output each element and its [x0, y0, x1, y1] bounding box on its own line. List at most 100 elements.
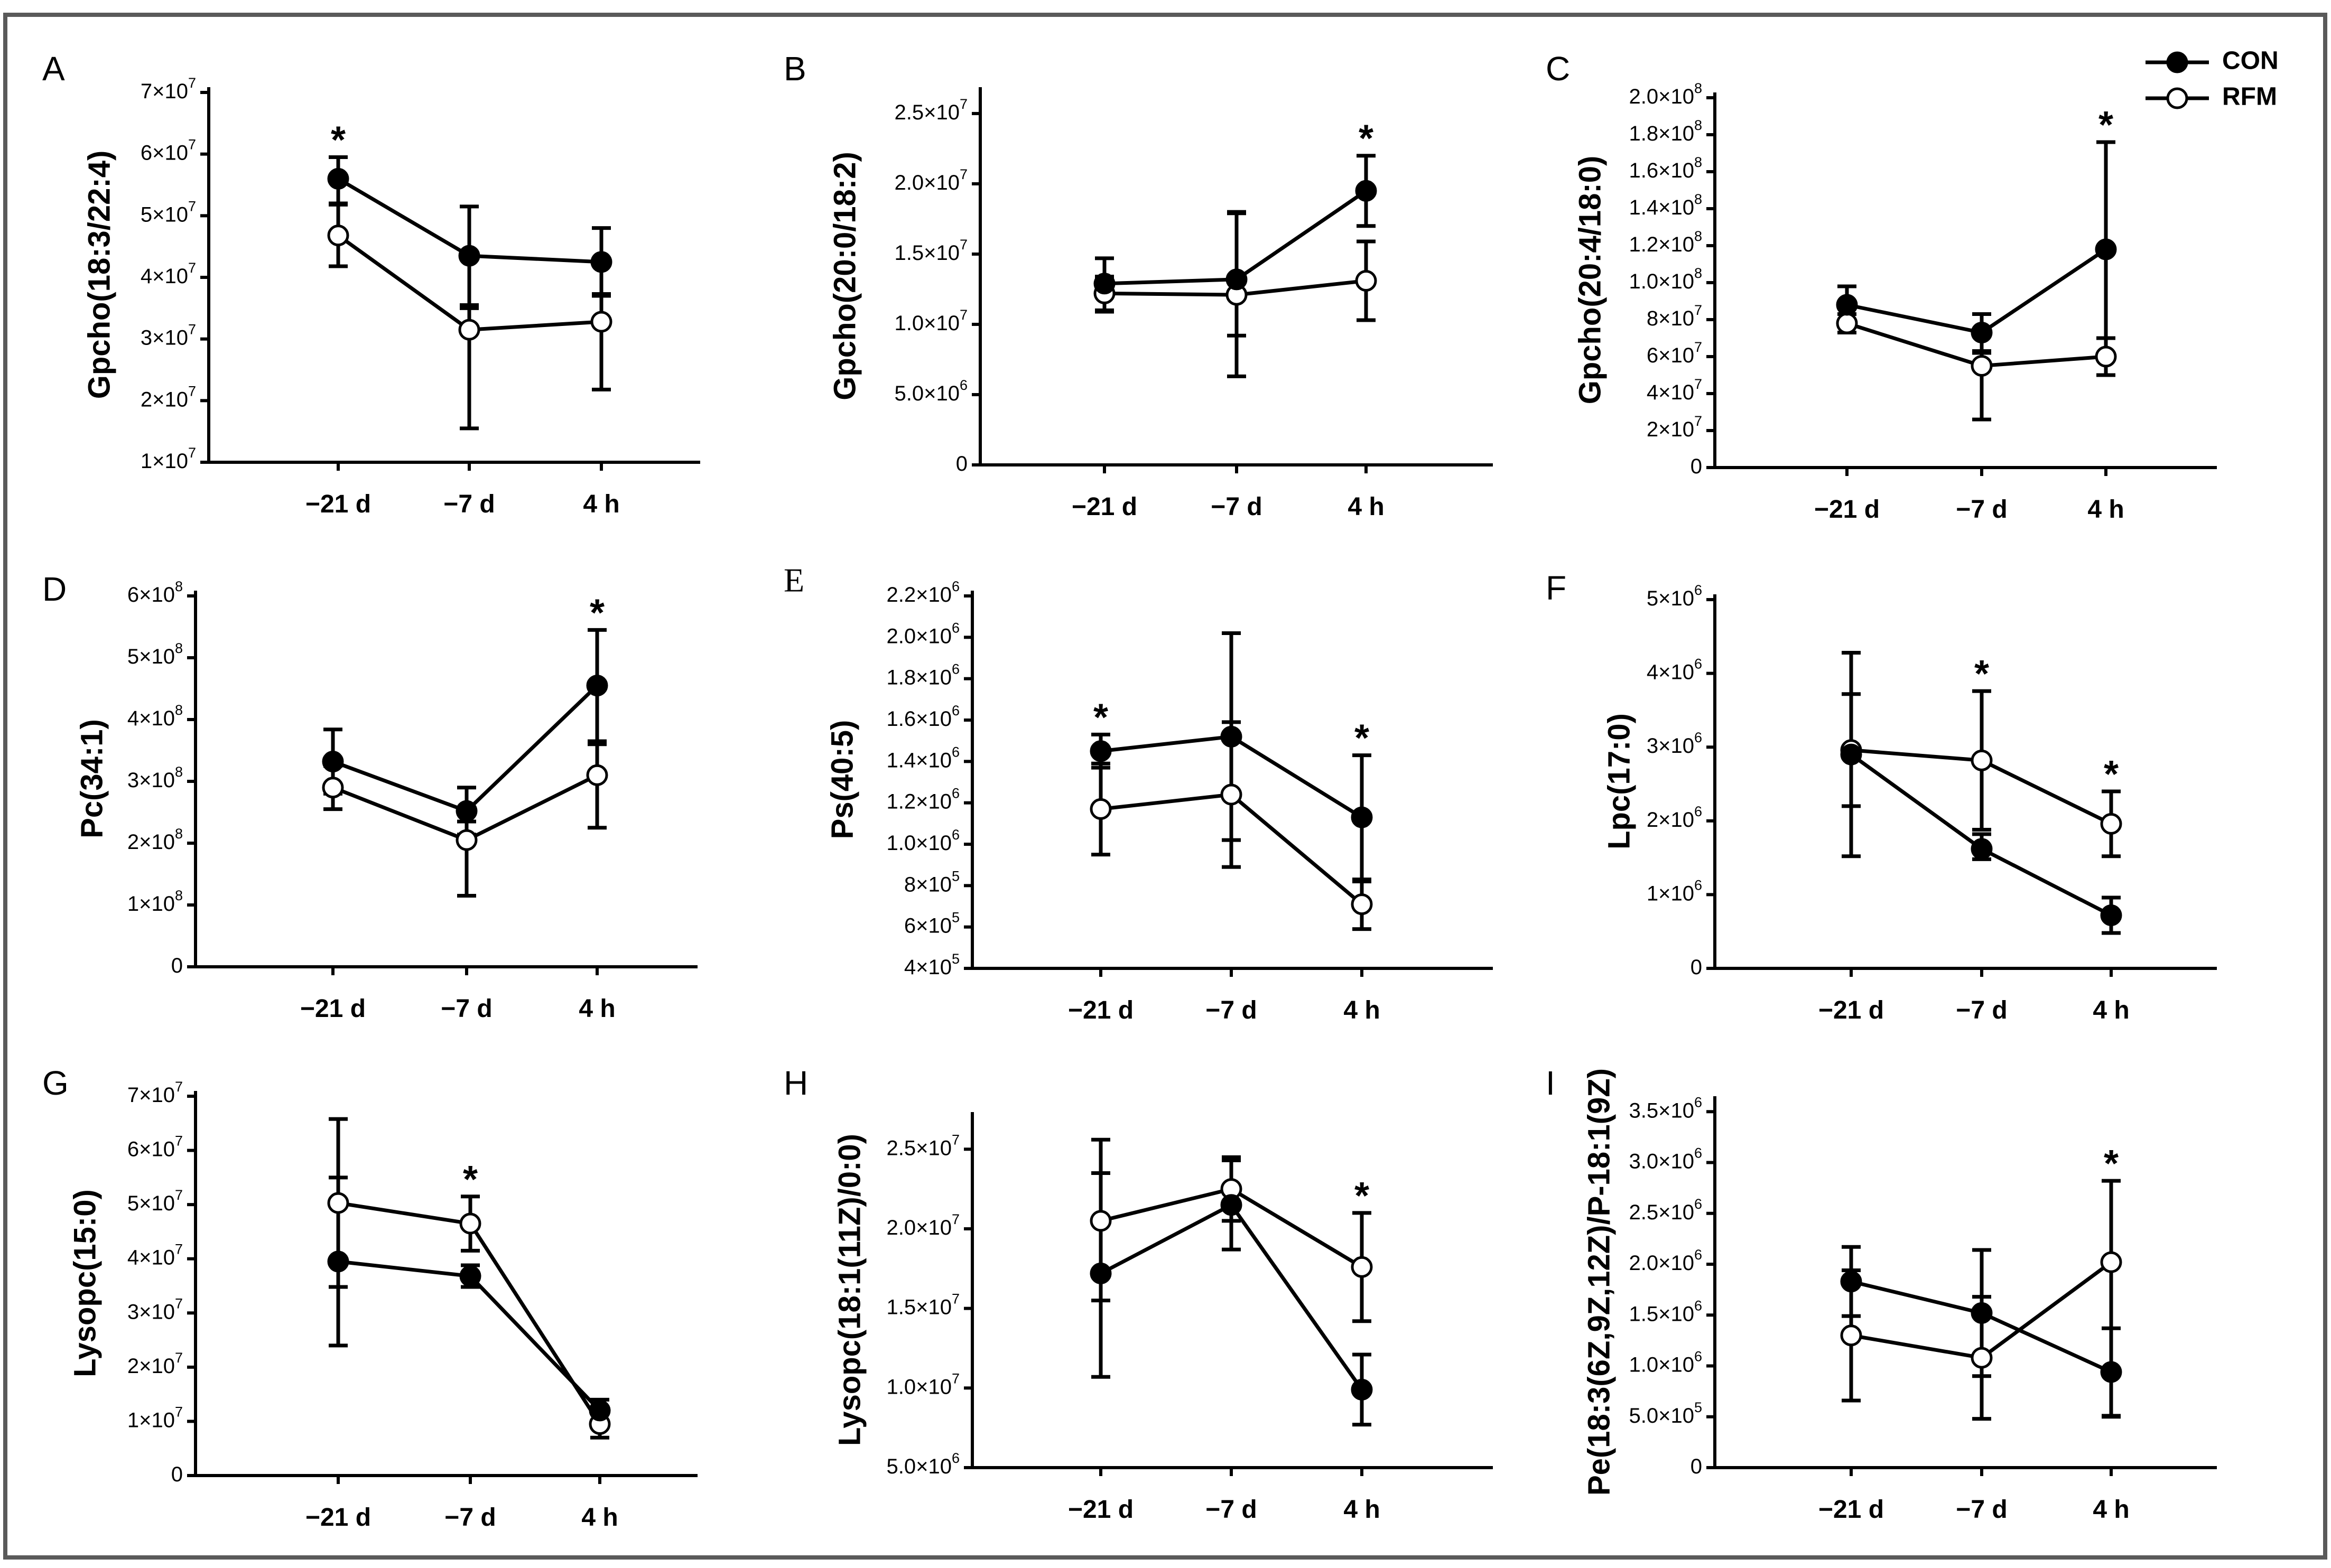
significance-star: *	[331, 119, 346, 162]
y-tick-label: 0	[171, 1463, 183, 1486]
x-tick-label: 4 h	[2093, 996, 2129, 1024]
y-tick-label: 6×105	[904, 910, 960, 937]
y-tick-label: 1.6×106	[887, 703, 960, 730]
legend-marker	[2166, 51, 2188, 73]
data-point-rfm	[1220, 783, 1242, 806]
significance-star: *	[2098, 104, 2113, 146]
significance-star: *	[2104, 1143, 2119, 1185]
data-point-con	[1971, 838, 1993, 860]
panel-label: H	[784, 1064, 808, 1102]
significance-star: *	[1093, 696, 1108, 739]
y-tick-label: 2.5×107	[895, 96, 968, 124]
data-point-rfm	[322, 777, 344, 799]
series-con	[329, 155, 611, 310]
series-con	[1091, 1137, 1371, 1427]
data-point-con	[589, 1399, 611, 1422]
y-tick-label: 1.2×106	[887, 786, 960, 813]
y-axis-title: Lysopc(15:0)	[68, 1189, 102, 1377]
legend-label: RFM	[2222, 83, 2277, 111]
y-tick-label: 2.5×107	[887, 1132, 960, 1159]
data-point-rfm	[586, 764, 608, 786]
y-tick-label: 0	[1691, 956, 1702, 979]
data-point-con	[1355, 180, 1377, 202]
y-tick-label: 4×106	[1647, 656, 1702, 684]
y-tick-label: 1×108	[127, 888, 183, 915]
panel-label: D	[42, 570, 67, 608]
x-tick-label: −7 d	[1956, 996, 2007, 1024]
y-tick-label: 4×107	[127, 1242, 183, 1269]
y-tick-label: 3×108	[127, 764, 183, 791]
x-tick-label: 4 h	[583, 490, 619, 518]
y-tick-label: 2×106	[1647, 804, 1702, 831]
y-tick-label: 5.0×106	[895, 377, 968, 405]
x-tick-label: −7 d	[1956, 1496, 2007, 1524]
y-tick-label: 1.8×106	[887, 661, 960, 689]
y-tick-label: 3.0×106	[1629, 1145, 1703, 1173]
data-point-con	[1090, 1262, 1112, 1284]
y-tick-label: 7×107	[127, 1079, 183, 1106]
y-tick-label: 1.0×106	[887, 827, 960, 854]
panel-d: D 0 1×108 2×108 3×108 4×108 5×108 6×108 −21 d −7 …	[42, 570, 698, 1023]
y-tick-label: 6×107	[127, 1133, 183, 1161]
y-tick-label: 2×107	[127, 1350, 183, 1377]
y-tick-label: 2×108	[127, 826, 183, 853]
y-tick-label: 6×107	[1647, 339, 1702, 367]
y-tick-label: 1.8×108	[1629, 117, 1703, 145]
y-tick-label: 6×108	[127, 578, 183, 606]
x-tick-label: 4 h	[581, 1504, 618, 1532]
y-tick-label: 2.0×106	[887, 620, 960, 647]
data-point-rfm	[459, 1212, 481, 1235]
data-point-con	[1971, 322, 1993, 343]
data-point-rfm	[2100, 813, 2122, 835]
y-tick-label: 2.0×107	[887, 1211, 960, 1239]
panel-f: F 0 1×106 2×106 3×106 4×106 5×106 −21 d −7 d 4 h L…	[1546, 569, 2217, 1024]
data-point-con	[1220, 1194, 1242, 1216]
series-rfm	[1842, 689, 2121, 858]
data-point-rfm	[1971, 1347, 1993, 1369]
x-tick-label: −21 d	[305, 490, 371, 518]
y-tick-label: 2×107	[1647, 413, 1702, 441]
y-axis-title: Gpcho(20:4/18:0)	[1573, 156, 1607, 405]
panel-i: I 0 5.0×105 1.0×106 1.5×106 2.0×106 2.5×106 3.0…	[1546, 1064, 2217, 1524]
data-point-con	[1090, 740, 1112, 762]
data-point-con	[1840, 1271, 1862, 1293]
data-point-con	[327, 167, 349, 190]
y-tick-label: 6×107	[141, 137, 196, 164]
data-point-con	[1220, 725, 1242, 748]
panel-label: F	[1546, 569, 1566, 607]
data-point-con	[1351, 806, 1373, 828]
y-tick-label: 5×108	[127, 640, 183, 668]
data-point-rfm	[1090, 798, 1112, 820]
y-tick-label: 1.5×107	[887, 1291, 960, 1319]
panel-c: C 0 2×107 4×107 6×107 8×107 1.0×108 1.2×108 1.4×…	[1546, 50, 2217, 524]
y-tick-label: 3.5×106	[1629, 1094, 1703, 1122]
panel-g: G 0 1×107 2×107 3×107 4×107 5×107 6×107 7×107 −21…	[42, 1064, 698, 1532]
legend-entry-con: CON	[2146, 47, 2279, 75]
x-tick-label: −7 d	[441, 995, 492, 1023]
y-tick-label: 4×107	[141, 260, 196, 287]
y-axis-title: Pc(34:1)	[75, 719, 109, 838]
y-tick-label: 1.0×106	[1629, 1349, 1703, 1376]
y-tick-label: 5.0×105	[1629, 1399, 1703, 1427]
y-tick-label: 1×106	[1647, 878, 1702, 905]
y-tick-label: 2.0×108	[1629, 80, 1703, 108]
y-tick-label: 7×107	[141, 75, 196, 102]
data-point-con	[1225, 268, 1248, 291]
y-tick-label: 4×108	[127, 702, 183, 730]
panel-label: E	[784, 562, 804, 599]
x-tick-label: 4 h	[2087, 496, 2124, 524]
data-point-rfm	[1090, 1210, 1112, 1232]
data-point-rfm	[1840, 1324, 1862, 1347]
x-tick-label: −7 d	[443, 490, 495, 518]
x-tick-label: 4 h	[1348, 493, 1384, 521]
y-tick-label: 5.0×106	[887, 1450, 960, 1478]
y-tick-label: 4×105	[904, 951, 960, 978]
x-tick-label: −7 d	[1205, 1496, 1257, 1524]
data-point-con	[586, 675, 608, 697]
data-point-rfm	[1836, 312, 1858, 334]
y-axis-title: Lpc(17:0)	[1602, 713, 1636, 850]
y-tick-label: 0	[1691, 455, 1702, 478]
y-tick-label: 1.4×106	[887, 744, 960, 771]
x-tick-label: −21 d	[1818, 996, 1884, 1024]
significance-star: *	[1359, 118, 1373, 160]
